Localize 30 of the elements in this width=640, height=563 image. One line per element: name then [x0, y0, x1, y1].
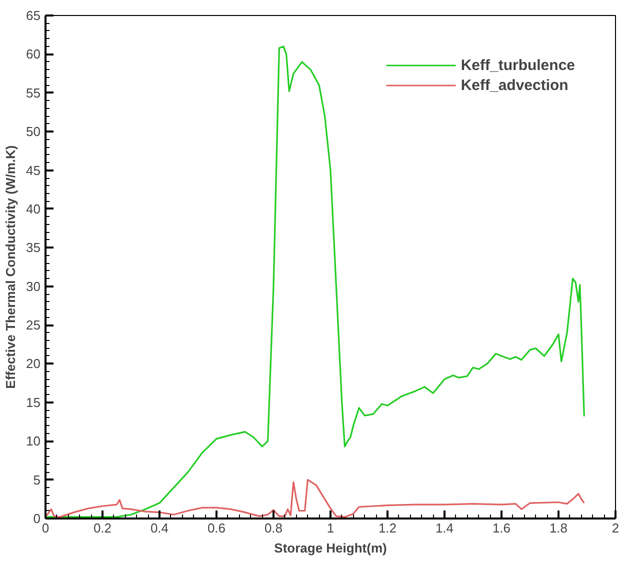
- y-tick-label: 35: [26, 240, 41, 256]
- y-tick-label: 40: [26, 201, 41, 216]
- x-tick-label: 0.6: [207, 520, 226, 536]
- y-tick-label: 45: [26, 162, 41, 178]
- y-tick-label: 30: [26, 278, 41, 294]
- x-tick-label: 2: [612, 520, 620, 536]
- legend-label: Keff_turbulence: [460, 56, 575, 74]
- x-tick-label: 0.8: [264, 520, 283, 536]
- y-tick-label: 65: [26, 8, 41, 23]
- x-tick-label: 1: [326, 520, 334, 536]
- x-tick-label: 1.4: [435, 520, 454, 536]
- y-tick-label: 55: [26, 85, 41, 100]
- y-axis-title: Effective Thermal Conductivity (W/m.K): [3, 145, 18, 389]
- y-tick-label: 15: [26, 394, 41, 410]
- line-series: [46, 46, 585, 518]
- x-tick-label: 1.8: [549, 520, 568, 536]
- y-tick-label: 5: [33, 472, 41, 488]
- y-tick-label: 25: [26, 318, 41, 333]
- line-series: [46, 479, 585, 518]
- x-tick-label: 0.4: [150, 520, 169, 536]
- legend-label: Keff_advection: [460, 76, 568, 94]
- y-tick-label: 10: [26, 434, 41, 449]
- y-tick-label: 60: [26, 46, 41, 62]
- x-tick-label: 1.2: [378, 520, 397, 536]
- x-tick-label: 1.6: [492, 520, 511, 536]
- x-tick-label: 0.2: [93, 520, 112, 536]
- y-tick-label: 50: [26, 124, 41, 140]
- y-tick-label: 20: [26, 356, 41, 372]
- y-tick-label: 0: [33, 511, 41, 526]
- x-axis-title: Storage Height(m): [274, 540, 387, 556]
